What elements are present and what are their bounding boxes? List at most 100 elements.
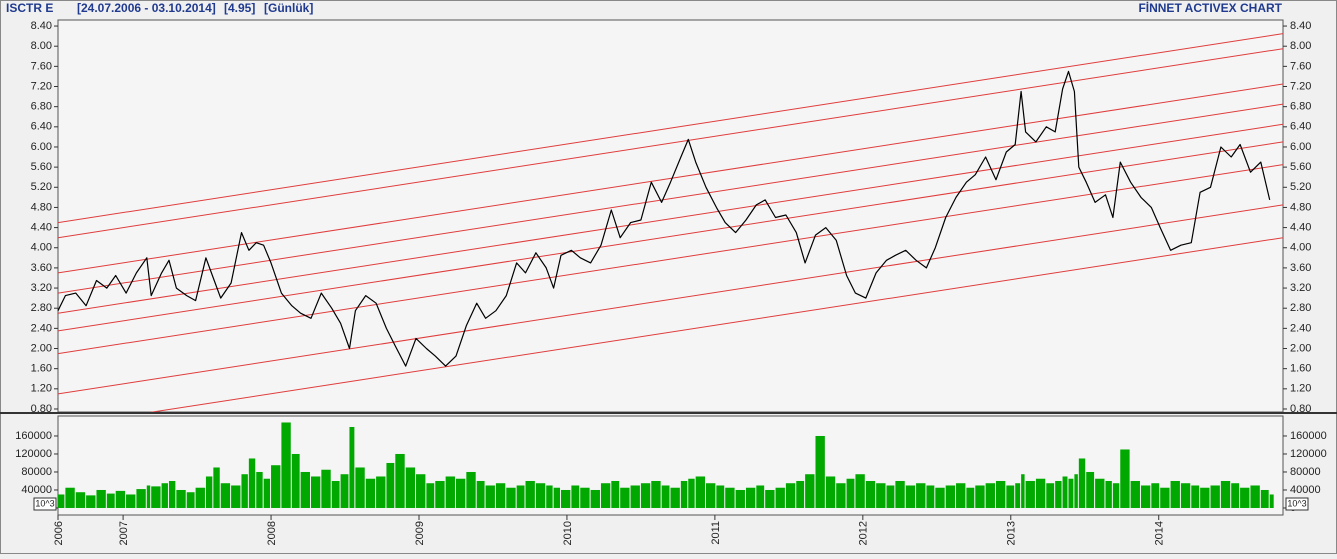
volume-bar (340, 474, 349, 508)
channel-line (58, 83, 1283, 274)
volume-bar (65, 487, 75, 508)
volume-bar (1210, 485, 1220, 508)
volume-bar (966, 487, 975, 508)
y-tick-label: 40000 (21, 484, 52, 496)
volume-bar (365, 478, 376, 508)
y-tick-label: 6.40 (1290, 121, 1311, 133)
x-tick-label: 2011 (710, 521, 722, 545)
volume-bar (600, 483, 611, 508)
volume-bar (106, 493, 115, 508)
volume-bar (263, 478, 271, 508)
y-tick-label: 6.00 (31, 141, 52, 153)
y-tick-label: 160000 (15, 430, 52, 442)
unit-label: 10^3 (1287, 498, 1306, 508)
x-tick-label: 2008 (266, 521, 278, 545)
volume-bar (765, 489, 775, 508)
volume-bar (291, 453, 300, 508)
volume-bar (796, 480, 805, 508)
volume-bar (865, 480, 876, 508)
volume-bar (886, 485, 895, 508)
y-tick-label: 5.20 (31, 181, 52, 193)
x-tick-label: 2013 (1006, 521, 1018, 545)
volume-bar (620, 487, 630, 508)
y-tick-label: 4.00 (1290, 242, 1311, 254)
y-tick-label: 3.20 (31, 282, 52, 294)
unit-label: 10^3 (35, 498, 54, 508)
volume-bar (916, 483, 926, 508)
volume-bar (815, 435, 825, 508)
y-tick-label: 4.40 (1290, 221, 1311, 233)
volume-bar (1025, 480, 1035, 508)
price-line (57, 70, 1271, 367)
unit-box (33, 497, 57, 511)
volume-bar (1035, 478, 1046, 508)
volume-bar (355, 467, 365, 508)
y-tick-label: 3.60 (1290, 262, 1311, 274)
channel-line (58, 123, 1283, 314)
volume-bar (405, 467, 416, 508)
y-tick-label: 2.80 (31, 302, 52, 314)
y-tick-label: 6.40 (31, 121, 52, 133)
unit-box (1285, 497, 1309, 511)
y-tick-label: 80000 (21, 466, 52, 478)
volume-bar (571, 485, 580, 508)
y-tick-label: 5.60 (31, 161, 52, 173)
volume-bar (1200, 487, 1210, 508)
volume-bar (1055, 480, 1062, 508)
volume-bar (1130, 480, 1140, 508)
volume-bar (553, 487, 561, 508)
y-tick-label: 3.60 (31, 262, 52, 274)
volume-bar (96, 489, 106, 508)
volume-bar (231, 485, 241, 508)
volume-bar (161, 483, 168, 508)
y-tick-label: 8.00 (1290, 40, 1311, 52)
volume-bar (611, 480, 620, 508)
y-tick-label: 1.20 (31, 383, 52, 395)
y-tick-label: 2.40 (31, 322, 52, 334)
volume-bar (895, 480, 905, 508)
y-tick-label: 8.40 (1290, 20, 1311, 32)
volume-bar (195, 487, 205, 508)
volume-bar (1231, 483, 1240, 508)
volume-bar (680, 480, 688, 508)
volume-bar (735, 489, 745, 508)
volume-bar (1086, 471, 1095, 508)
volume-bar (1260, 489, 1269, 508)
volume-bar (855, 474, 865, 508)
y-tick-label: 5.60 (1290, 161, 1311, 173)
volume-bar (435, 480, 445, 508)
y-tick-label: 6.80 (31, 101, 52, 113)
volume-bar (630, 485, 640, 508)
volume-bar (151, 486, 161, 508)
y-tick-label: 80000 (1290, 466, 1321, 478)
volume-bar (1170, 480, 1180, 508)
volume-bar (376, 476, 386, 508)
chart-title: ISCTR E (6, 1, 53, 15)
y-tick-label: 8.40 (31, 20, 52, 32)
volume-bar (695, 476, 706, 508)
volume-bar (176, 489, 186, 508)
volume-bar (876, 483, 886, 508)
y-tick-label: 4.80 (1290, 201, 1311, 213)
volume-bar (590, 489, 600, 508)
volume-bar (745, 487, 756, 508)
volume-bar (220, 483, 231, 508)
volume-bar (241, 474, 248, 508)
volume-bar (1046, 483, 1055, 508)
volume-bar (546, 485, 553, 508)
volume-bar (905, 485, 916, 508)
volume-bar (205, 476, 213, 508)
y-tick-label: 0.80 (31, 403, 52, 415)
volume-bar (256, 471, 263, 508)
x-tick-label: 2007 (118, 521, 130, 545)
volume-bar (725, 487, 735, 508)
volume-bar (756, 485, 765, 508)
volume-bar (476, 480, 485, 508)
volume-bar (985, 483, 995, 508)
volume-bar (1269, 494, 1274, 508)
volume-bar (926, 485, 935, 508)
channel-line (149, 237, 1283, 412)
last-value: [4.95] (224, 1, 255, 15)
volume-bar (640, 483, 651, 508)
volume-bar (995, 480, 1006, 508)
